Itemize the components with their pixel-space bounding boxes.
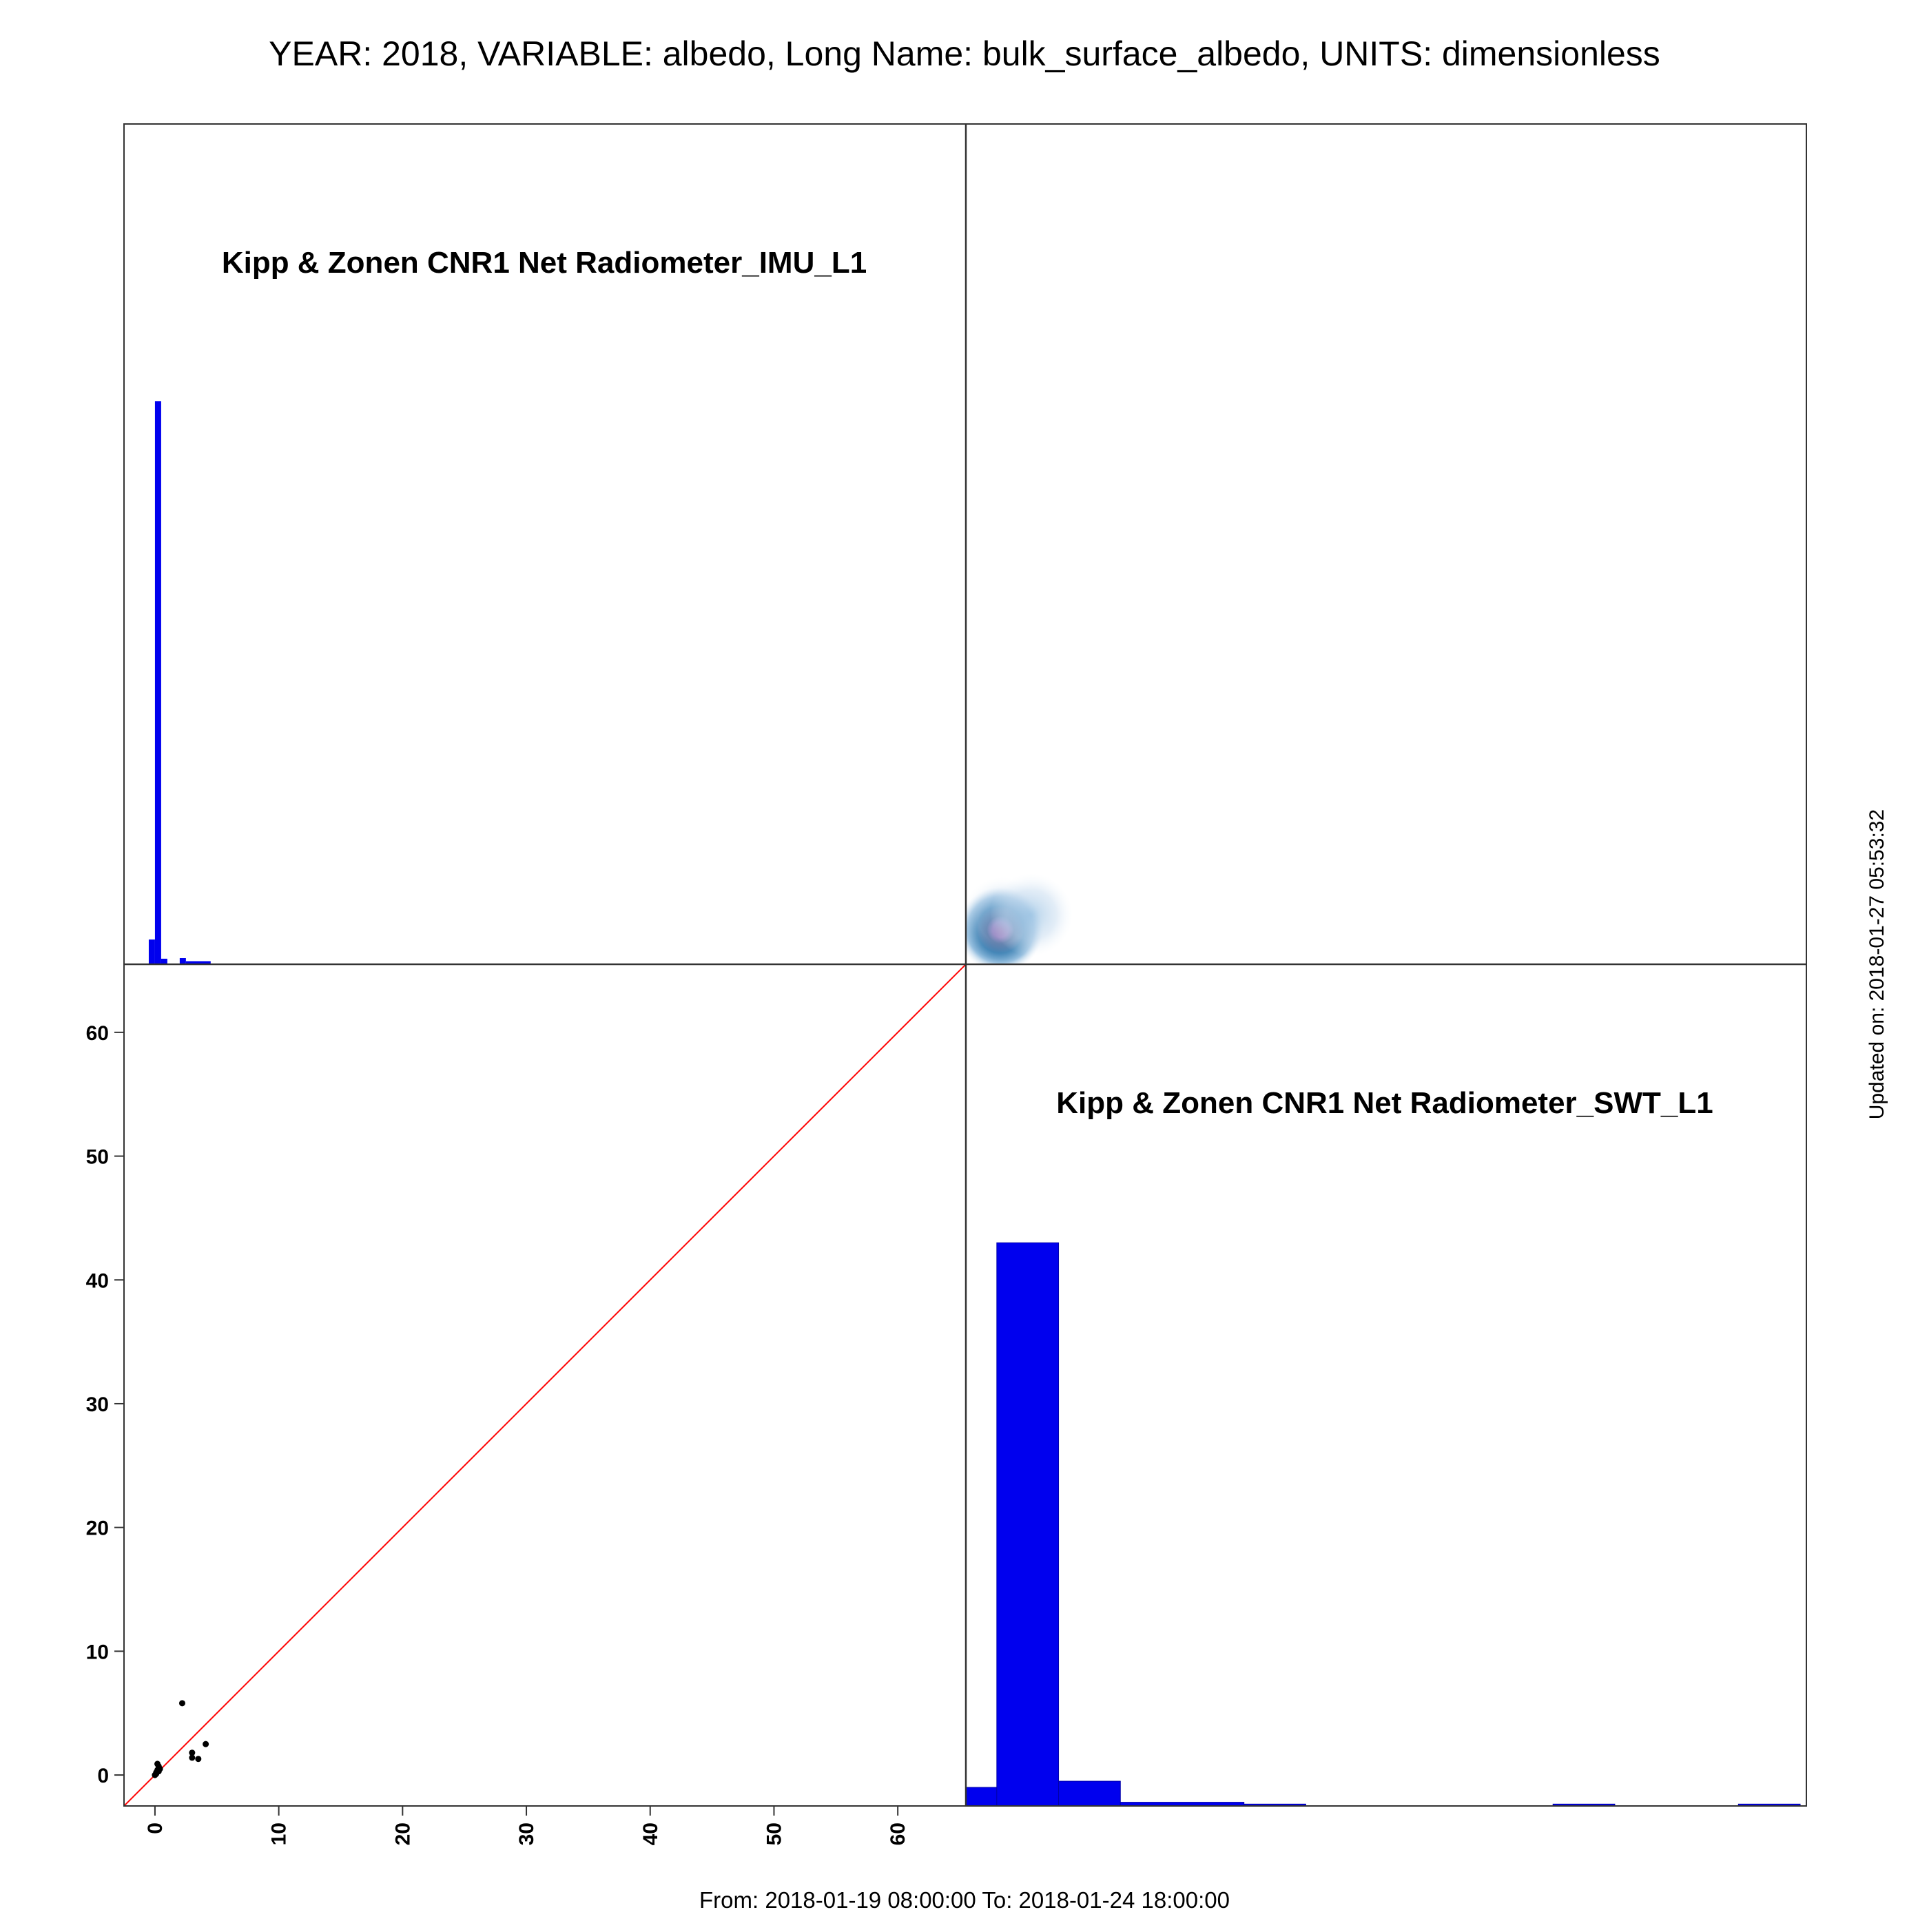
histogram-swt-bar xyxy=(965,1787,998,1807)
histogram-swt xyxy=(965,1242,1801,1807)
scatter-point xyxy=(203,1741,209,1747)
x-tick-label: 50 xyxy=(763,1822,785,1845)
y-tick-label: 50 xyxy=(86,1146,109,1169)
updated-on-label: Updated on: 2018-01-27 05:53:32 xyxy=(1866,809,1888,1119)
histogram-imu-bar xyxy=(161,958,167,964)
histogram-imu-bar xyxy=(148,939,155,964)
density-heatmap xyxy=(967,873,1073,964)
histogram-imu xyxy=(148,401,211,964)
x-tick-label: 40 xyxy=(639,1822,662,1845)
histogram-imu-bar xyxy=(154,401,161,964)
scatter-point xyxy=(178,1700,185,1707)
y-tick-label: 10 xyxy=(86,1641,109,1663)
scatter-point xyxy=(189,1749,196,1756)
histogram-imu-bar xyxy=(185,961,211,964)
chart-title: YEAR: 2018, VARIABLE: albedo, Long Name:… xyxy=(269,34,1660,73)
y-tick-label: 0 xyxy=(97,1765,109,1787)
panel-label-swt: Kipp & Zonen CNR1 Net Radiometer_SWT_L1 xyxy=(1056,1086,1713,1120)
y-tick-label: 40 xyxy=(86,1269,109,1292)
panel-label-imu: Kipp & Zonen CNR1 Net Radiometer_IMU_L1 xyxy=(222,246,867,280)
x-tick-label: 20 xyxy=(391,1822,414,1845)
identity-line xyxy=(124,964,967,1806)
x-tick-label: 60 xyxy=(887,1822,909,1845)
panel-frames xyxy=(123,123,1807,1807)
scatter-plot xyxy=(124,964,967,1806)
y-tick-label: 20 xyxy=(86,1517,109,1540)
x-tick-label: 30 xyxy=(515,1822,538,1845)
x-axis: 0 10 20 30 40 50 60 xyxy=(144,1806,909,1845)
scatter-point xyxy=(189,1754,196,1761)
y-tick-label: 30 xyxy=(86,1393,109,1416)
histogram-imu-bar xyxy=(179,958,186,964)
scatter-point xyxy=(155,1768,162,1775)
scatter-point xyxy=(195,1756,202,1763)
y-axis: 0 10 20 30 40 50 60 xyxy=(86,1022,124,1787)
x-tick-label: 10 xyxy=(268,1822,291,1845)
date-range-footer: From: 2018-01-19 08:00:00 To: 2018-01-24… xyxy=(699,1887,1230,1913)
x-tick-label: 0 xyxy=(144,1822,167,1834)
histogram-swt-bar xyxy=(1058,1780,1121,1807)
y-tick-label: 60 xyxy=(86,1022,109,1045)
histogram-swt-bar xyxy=(996,1242,1060,1807)
density-halo xyxy=(990,873,1073,957)
scatter-point xyxy=(154,1760,161,1767)
